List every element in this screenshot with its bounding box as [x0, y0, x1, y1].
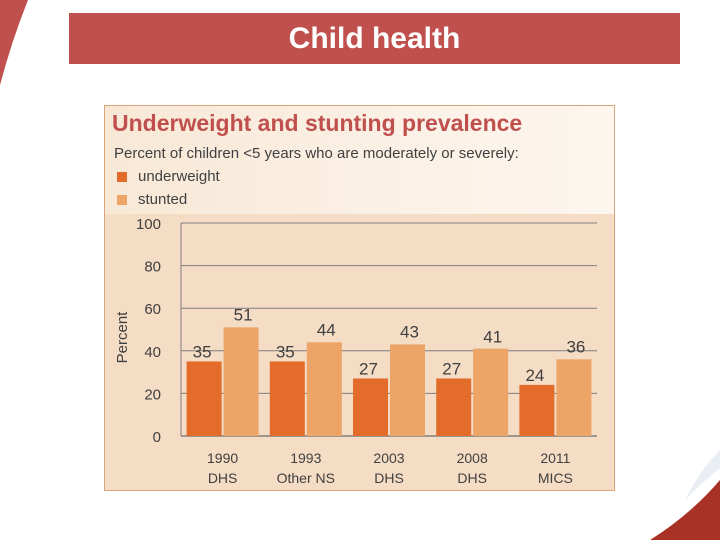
- data-label-stunted-2003: 43: [400, 322, 419, 341]
- x-tick-label-2-0: 2003: [373, 450, 404, 466]
- bar-chart: 0 20 40 60 80 100 Percent 35 51 1990 DHS 35 44 1993 Ot…: [114, 216, 597, 486]
- chart-subtitle: Percent of children <5 years who are mod…: [114, 145, 519, 162]
- legend-item-stunted: stunted: [117, 191, 187, 208]
- y-axis-label: Percent: [114, 311, 131, 364]
- slide-title: Child health: [69, 13, 680, 64]
- legend-label-stunted: stunted: [138, 191, 188, 208]
- bar-stunted-1990: [223, 327, 259, 436]
- bar-stunted-2008: [473, 348, 509, 436]
- decorative-corner-top-left: [0, 0, 28, 85]
- legend-swatch-stunted: [117, 194, 127, 205]
- data-label-underweight-2011: 24: [525, 366, 544, 385]
- data-label-underweight-1990: 35: [193, 342, 212, 361]
- chart-panel: Underweight and stunting prevalence Perc…: [104, 105, 615, 491]
- x-tick-label-4-1: MICS: [538, 470, 573, 486]
- bar-underweight-1993: [269, 361, 305, 436]
- chart-header-band: [105, 106, 614, 214]
- x-tick-label-0-1: DHS: [208, 470, 238, 486]
- y-tick-label-20: 20: [144, 386, 161, 403]
- data-label-underweight-1993: 35: [276, 342, 295, 361]
- data-label-stunted-2011: 36: [566, 337, 585, 356]
- bar-underweight-2011: [519, 384, 555, 436]
- data-label-stunted-1990: 51: [234, 305, 253, 324]
- data-label-underweight-2008: 27: [442, 359, 461, 378]
- data-label-stunted-2008: 41: [483, 328, 502, 347]
- y-tick-label-100: 100: [136, 216, 161, 233]
- y-tick-label-80: 80: [144, 259, 161, 276]
- y-tick-label-0: 0: [153, 429, 161, 446]
- legend-label-underweight: underweight: [138, 168, 220, 185]
- x-tick-label-0-0: 1990: [207, 450, 238, 466]
- y-tick-label-40: 40: [144, 344, 161, 361]
- legend-swatch-underweight: [117, 171, 127, 182]
- data-label-underweight-2003: 27: [359, 359, 378, 378]
- x-tick-label-3-1: DHS: [457, 470, 487, 486]
- x-tick-label-1-0: 1993: [290, 450, 321, 466]
- x-tick-label-4-0: 2011: [540, 450, 570, 466]
- y-tick-label-60: 60: [144, 301, 161, 318]
- x-tick-label-1-1: Other NS: [277, 470, 335, 486]
- legend-item-underweight: underweight: [117, 168, 220, 185]
- bar-stunted-1993: [306, 342, 342, 436]
- data-label-stunted-1993: 44: [317, 320, 336, 339]
- x-tick-label-2-1: DHS: [374, 470, 404, 486]
- bar-stunted-2003: [390, 344, 425, 436]
- bar-underweight-2003: [353, 378, 388, 436]
- decorative-corner-bottom-right: [650, 450, 720, 540]
- bar-underweight-1990: [186, 361, 222, 436]
- x-tick-label-3-0: 2008: [457, 450, 488, 466]
- chart-title: Underweight and stunting prevalence: [112, 110, 523, 136]
- bar-stunted-2011: [556, 359, 592, 436]
- bar-underweight-2008: [436, 378, 472, 436]
